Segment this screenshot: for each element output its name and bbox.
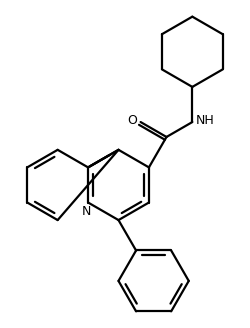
Text: NH: NH (196, 114, 215, 127)
Text: O: O (127, 114, 137, 127)
Text: N: N (82, 205, 91, 218)
